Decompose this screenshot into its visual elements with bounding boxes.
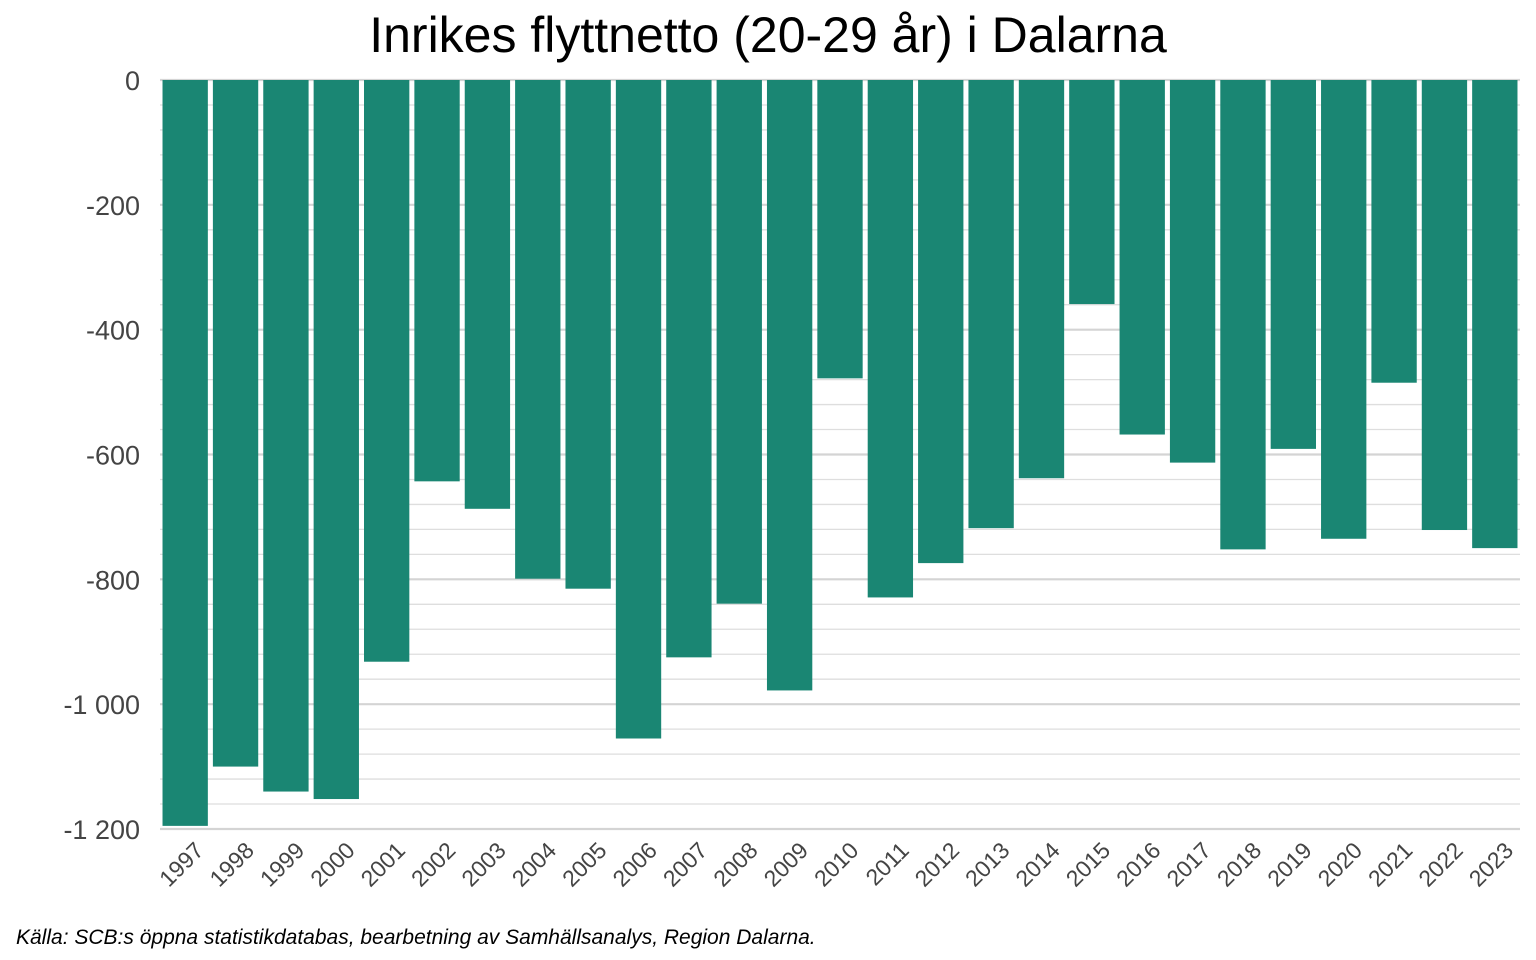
bar-1998 xyxy=(212,80,259,767)
y-tick-label: -600 xyxy=(86,441,140,471)
chart-title: Inrikes flyttnetto (20-29 år) i Dalarna xyxy=(369,7,1167,63)
x-tick-label: 2016 xyxy=(1111,837,1166,892)
bar-1997 xyxy=(162,80,208,826)
bar-2006 xyxy=(615,80,662,739)
x-tick-label: 2013 xyxy=(960,837,1015,892)
y-tick-label: -1 200 xyxy=(63,815,140,845)
y-tick-label: -200 xyxy=(86,191,140,221)
x-tick-label: 1997 xyxy=(154,837,209,892)
bar-2011 xyxy=(867,80,914,598)
x-tick-label: 2009 xyxy=(758,837,813,892)
bar-2018 xyxy=(1220,80,1266,550)
bar-2019 xyxy=(1270,80,1316,449)
x-tick-label: 2007 xyxy=(658,837,713,892)
x-tick-label: 2011 xyxy=(860,837,913,890)
y-tick-label: -800 xyxy=(86,565,140,595)
bar-2012 xyxy=(918,80,964,564)
bar-2014 xyxy=(1018,80,1065,479)
y-tick-label: -1 000 xyxy=(63,690,140,720)
bar-2016 xyxy=(1119,80,1165,435)
bar-2003 xyxy=(464,80,511,509)
bar-2010 xyxy=(817,80,863,379)
bar-2023 xyxy=(1472,80,1518,549)
y-tick-label: -400 xyxy=(86,316,140,346)
x-tick-label: 2023 xyxy=(1464,837,1519,892)
bar-1999 xyxy=(263,80,309,792)
bar-2008 xyxy=(716,80,762,604)
bar-2021 xyxy=(1371,80,1417,383)
x-tick-label: 2010 xyxy=(809,837,864,892)
source-note: Källa: SCB:s öppna statistikdatabas, bea… xyxy=(16,926,816,949)
x-tick-label: 2008 xyxy=(708,837,763,892)
bar-2015 xyxy=(1069,80,1115,305)
x-tick-label: 2018 xyxy=(1212,837,1267,892)
x-tick-label: 2020 xyxy=(1313,837,1368,892)
x-tick-label: 2004 xyxy=(507,837,562,892)
bar-2013 xyxy=(968,80,1014,529)
x-tick-label: 2006 xyxy=(607,837,662,892)
bar-2000 xyxy=(313,80,359,800)
x-tick-label: 2014 xyxy=(1010,837,1065,892)
x-tick-label: 2019 xyxy=(1262,837,1317,892)
y-tick-label: 0 xyxy=(125,66,140,96)
x-tick-label: 1998 xyxy=(204,837,259,892)
x-tick-label: 2021 xyxy=(1363,837,1418,892)
x-axis-ticks: 1997199819992000200120022003200420052006… xyxy=(154,837,1518,892)
x-tick-label: 2002 xyxy=(406,837,461,892)
bar-2002 xyxy=(414,80,460,482)
y-axis-ticks: 0 -200 -400 -600 -800 -1 000 -1 200 xyxy=(63,66,140,845)
x-tick-label: 2012 xyxy=(910,837,965,892)
x-tick-label: 2015 xyxy=(1061,837,1116,892)
x-tick-label: 1999 xyxy=(255,837,310,892)
x-tick-label: 2000 xyxy=(305,837,360,892)
bars xyxy=(162,80,1518,826)
x-tick-label: 2005 xyxy=(557,837,612,892)
x-tick-label: 2003 xyxy=(456,837,511,892)
bar-2009 xyxy=(766,80,813,691)
bar-2020 xyxy=(1321,80,1367,539)
bar-2005 xyxy=(565,80,611,589)
x-tick-label: 2017 xyxy=(1161,837,1216,892)
x-tick-label: 2001 xyxy=(356,837,411,892)
bar-2017 xyxy=(1169,80,1216,463)
x-tick-label: 2022 xyxy=(1413,837,1468,892)
bar-2001 xyxy=(364,80,410,662)
bar-2007 xyxy=(666,80,712,658)
bar-2004 xyxy=(515,80,561,579)
bar-2022 xyxy=(1421,80,1468,531)
